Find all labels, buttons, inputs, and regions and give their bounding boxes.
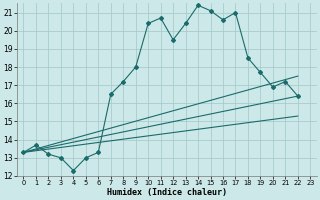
X-axis label: Humidex (Indice chaleur): Humidex (Indice chaleur) <box>107 188 227 197</box>
